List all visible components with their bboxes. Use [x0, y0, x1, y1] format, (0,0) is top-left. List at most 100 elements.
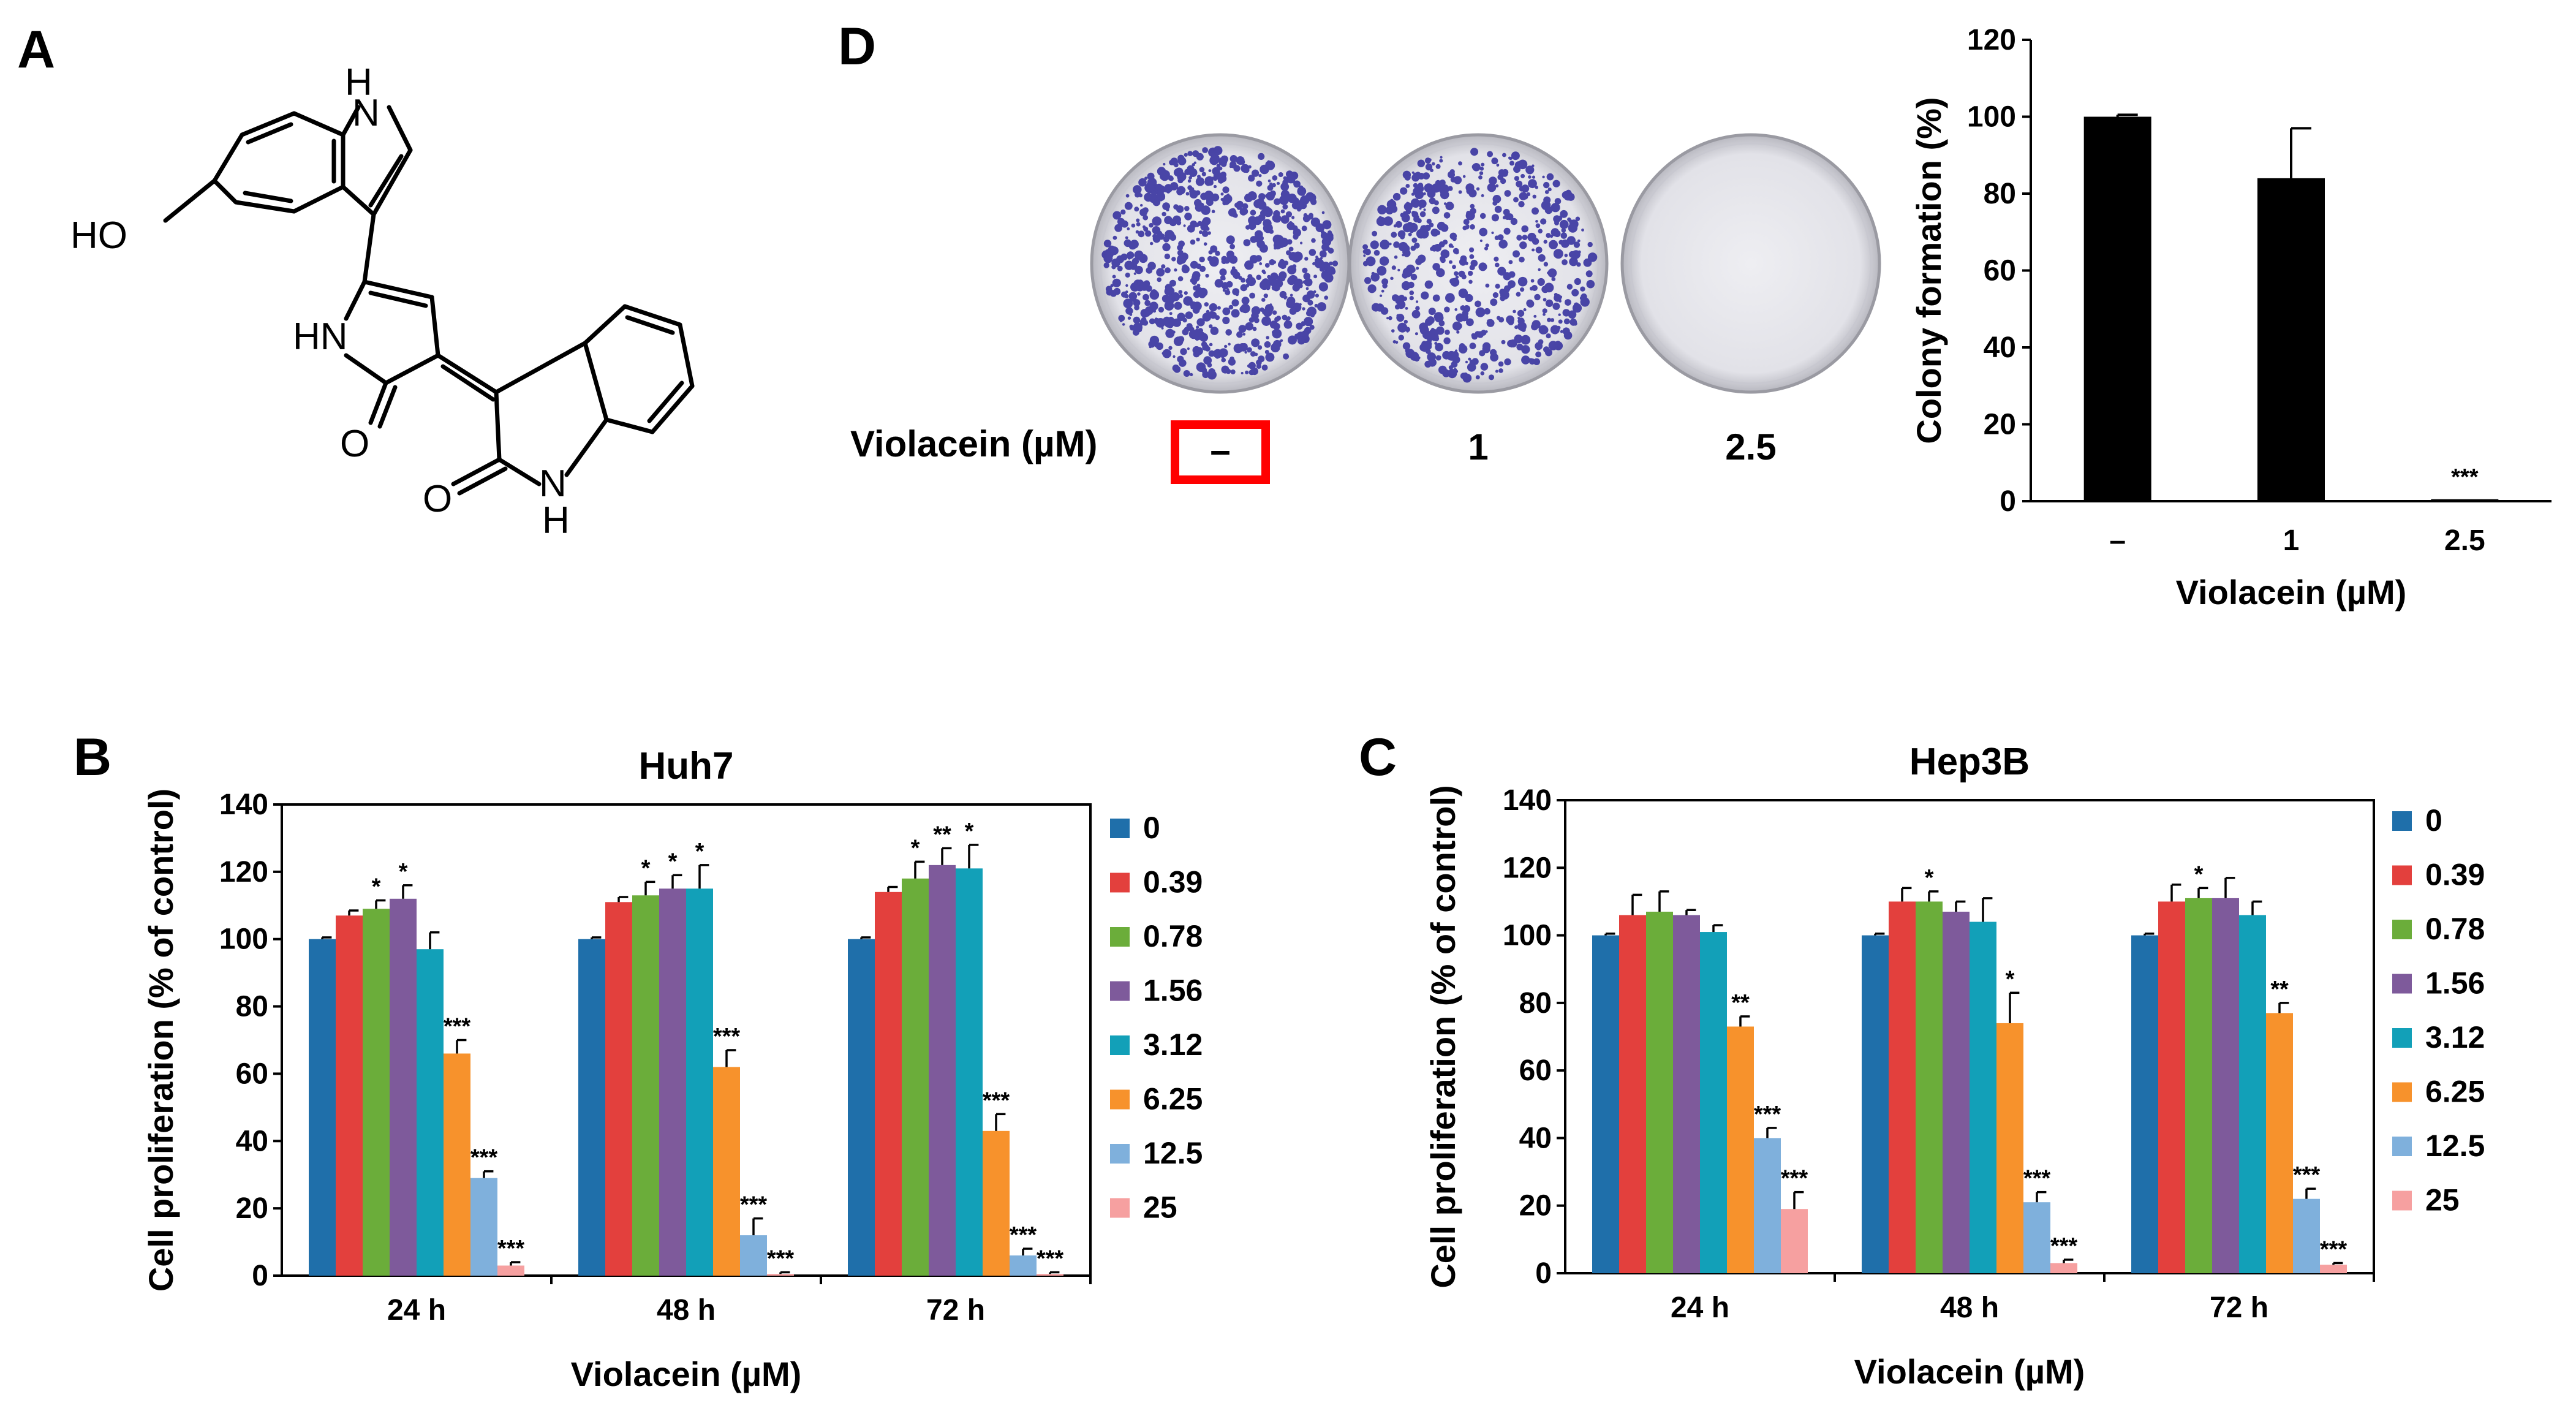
significance-label: *** — [2451, 464, 2479, 490]
legend-label-1-56: 1.56 — [2425, 966, 2485, 1001]
legend-label-25: 25 — [2425, 1183, 2460, 1217]
bar-0-78-72-h — [902, 878, 929, 1276]
bar-12-5-48-h — [740, 1235, 767, 1276]
significance-label: *** — [767, 1246, 795, 1272]
significance-label: *** — [444, 1014, 471, 1040]
legend-label-12-5: 12.5 — [2425, 1129, 2485, 1163]
significance-label: *** — [470, 1145, 498, 1171]
structure-h-top: H — [345, 61, 372, 104]
legend-swatch-1-56 — [1110, 981, 1130, 1001]
y-axis-label: Cell proliferation (% of control) — [142, 789, 180, 1292]
panel-label-d: D — [838, 17, 876, 76]
bar-12-5-24-h — [470, 1178, 497, 1276]
bar-25-48-h — [767, 1274, 794, 1276]
bar-25-48-h — [2050, 1263, 2077, 1273]
legend-swatch-12-5 — [2392, 1137, 2412, 1156]
y-tick-label: 80 — [1984, 178, 2016, 210]
significance-label: ** — [933, 822, 951, 847]
bar-3-12-72-h — [2239, 915, 2266, 1273]
y-tick-label: 100 — [1503, 920, 1552, 952]
panel-label-b: B — [74, 728, 111, 787]
bar-25-24-h — [497, 1265, 524, 1276]
legend-label-25: 25 — [1143, 1190, 1177, 1225]
panel-label-c: C — [1359, 728, 1397, 787]
bar-12-5-24-h — [1754, 1138, 1781, 1273]
dish-inner-rim — [1099, 142, 1342, 385]
bar-1-56-48-h — [1943, 911, 1970, 1273]
bar-0-78-72-h — [2185, 898, 2212, 1273]
x-tick-label: 1 — [2283, 524, 2300, 557]
panel-label-a: A — [17, 20, 55, 79]
structure-o-left: O — [340, 423, 369, 465]
structure-hn: HN — [293, 316, 348, 358]
bar-3-12-48-h — [686, 888, 713, 1276]
x-tick-label: 72 h — [2210, 1292, 2268, 1324]
significance-label: *** — [2023, 1166, 2051, 1192]
bar-0-24-h — [309, 939, 336, 1276]
colony-bar-none — [2083, 116, 2151, 501]
bar-6-25-72-h — [983, 1130, 1010, 1276]
structure-o-right: O — [423, 478, 452, 520]
significance-label: * — [2194, 861, 2204, 887]
significance-label: * — [641, 855, 651, 881]
bar-3-12-24-h — [1700, 932, 1727, 1273]
significance-label: * — [1925, 865, 1934, 891]
x-tick-label: 72 h — [926, 1294, 985, 1327]
significance-label: *** — [740, 1192, 768, 1218]
y-tick-label: 140 — [219, 789, 268, 821]
bar-0-78-24-h — [363, 909, 390, 1276]
dish-label-control: – — [1210, 430, 1230, 471]
colony-bar-1 — [2257, 178, 2325, 501]
legend-label-3-12: 3.12 — [2425, 1020, 2485, 1054]
colony-dish-1 — [1348, 133, 1609, 394]
y-tick-label: 0 — [2000, 485, 2016, 518]
x-tick-label: 48 h — [1940, 1292, 1999, 1324]
bar-3-12-72-h — [956, 868, 983, 1276]
legend-label-0-39: 0.39 — [1143, 865, 1203, 899]
legend-swatch-6-25 — [2392, 1082, 2412, 1102]
significance-label: *** — [2050, 1233, 2078, 1259]
legend-swatch-25 — [1110, 1198, 1130, 1218]
bar-1-56-24-h — [390, 898, 417, 1276]
significance-label: *** — [1010, 1222, 1037, 1248]
y-axis-label: Colony formation (%) — [1909, 97, 1948, 444]
legend-label-0-39: 0.39 — [2425, 858, 2485, 892]
x-tick-label: 48 h — [657, 1294, 716, 1327]
y-tick-label: 0 — [252, 1260, 268, 1292]
y-tick-label: 40 — [1984, 331, 2016, 364]
legend-label-6-25: 6.25 — [2425, 1075, 2485, 1109]
x-axis-label: Violacein (µM) — [1854, 1352, 2085, 1391]
bar-12-5-48-h — [2023, 1202, 2050, 1273]
colonies — [1101, 146, 1339, 380]
bar-25-72-h — [1037, 1274, 1063, 1276]
bar-0-24-h — [1592, 935, 1619, 1273]
legend-label-0: 0 — [2425, 803, 2442, 838]
dish-inner-rim — [1357, 142, 1600, 385]
bar-0-39-48-h — [1889, 901, 1916, 1273]
dish-label-1: 1 — [1468, 426, 1488, 467]
bar-12-5-72-h — [1010, 1255, 1037, 1276]
y-tick-label: 140 — [1503, 784, 1552, 817]
significance-label: *** — [1037, 1246, 1064, 1272]
legend-swatch-1-56 — [2392, 974, 2412, 994]
chart-title: Huh7 — [639, 745, 734, 787]
y-tick-label: 80 — [236, 991, 268, 1023]
bar-1-56-72-h — [2212, 898, 2239, 1273]
bar-0-78-48-h — [1916, 901, 1943, 1273]
bar-0-48-h — [578, 939, 605, 1276]
legend-label-12-5: 12.5 — [1143, 1136, 1203, 1170]
colony-dish-2-5 — [1620, 133, 1881, 394]
bar-6-25-24-h — [444, 1053, 470, 1276]
bar-6-25-48-h — [1996, 1023, 2023, 1273]
legend-label-3-12: 3.12 — [1143, 1028, 1203, 1062]
significance-label: ** — [2270, 977, 2289, 1002]
bar-0-39-48-h — [605, 902, 632, 1276]
bar-3-12-48-h — [1970, 922, 1996, 1273]
x-tick-label: 24 h — [387, 1294, 446, 1327]
bar-6-25-24-h — [1727, 1026, 1754, 1273]
y-tick-label: 60 — [1984, 255, 2016, 287]
x-tick-label: – — [2109, 524, 2126, 557]
significance-label: * — [668, 849, 678, 874]
